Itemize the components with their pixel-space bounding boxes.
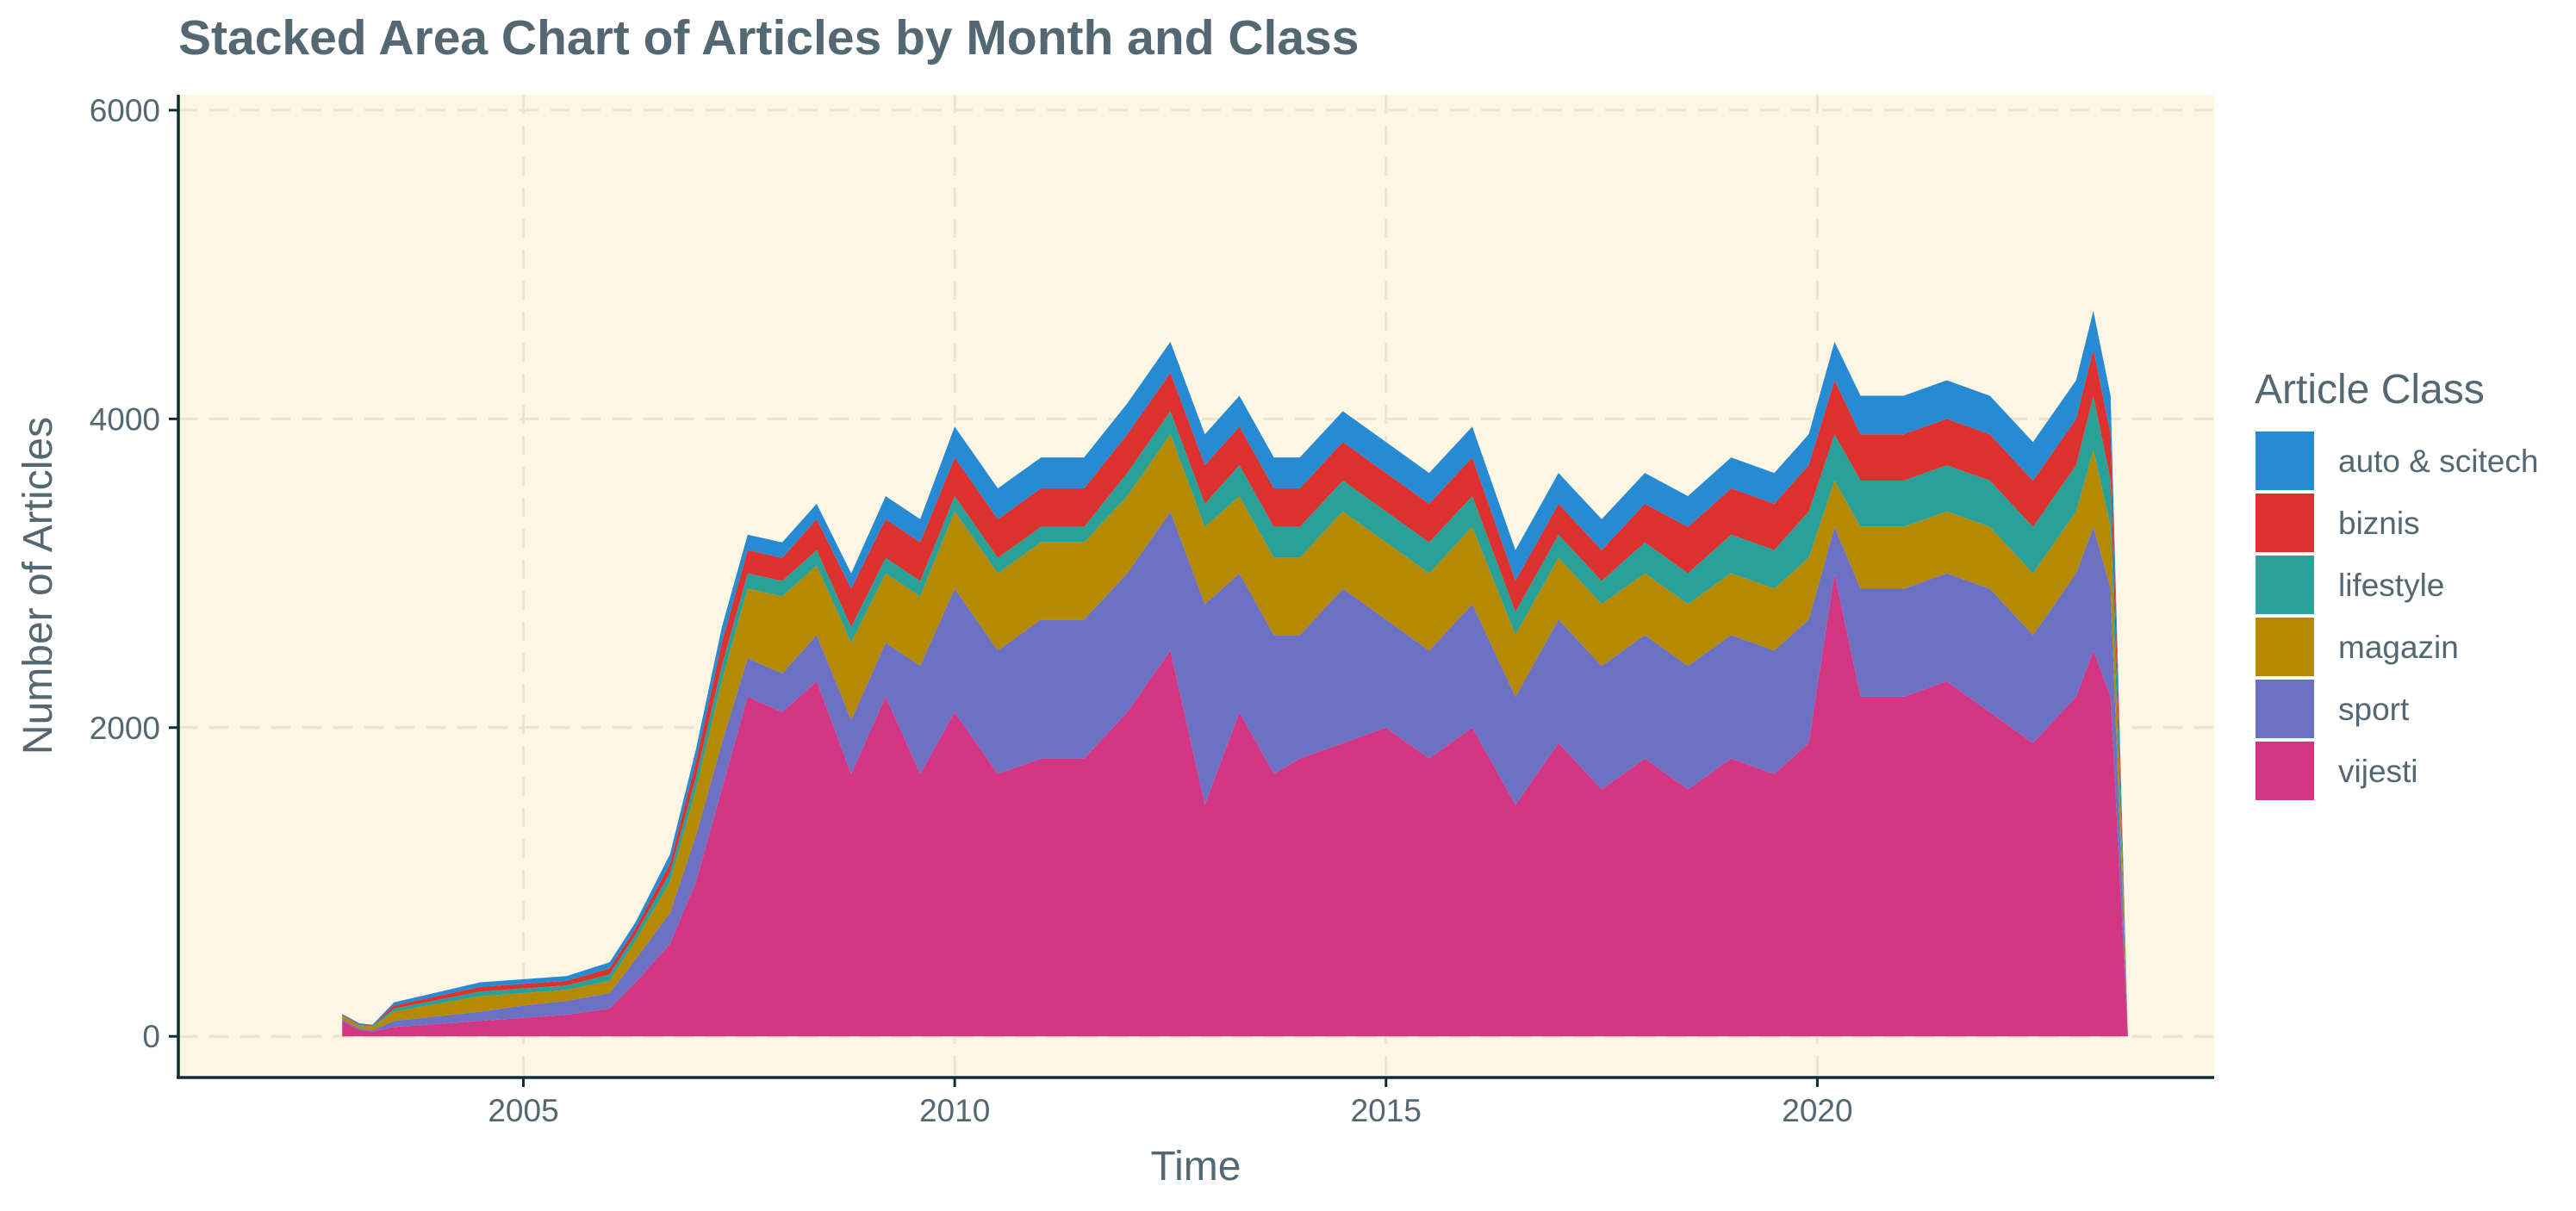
x-tick-label: 2010 xyxy=(919,1093,990,1128)
area-sport xyxy=(342,511,2128,1037)
chart-title: Stacked Area Chart of Articles by Month … xyxy=(178,10,1359,65)
legend-title: Article Class xyxy=(2255,367,2485,413)
legend-swatch xyxy=(2256,494,2314,552)
area-auto-scitech xyxy=(342,310,2128,1037)
x-axis-title: Time xyxy=(1151,1144,1241,1189)
legend-swatch xyxy=(2256,432,2314,490)
legend-label: biznis xyxy=(2338,506,2420,541)
legend: Article Class auto & scitech biznis lifest… xyxy=(2255,367,2538,800)
x-tick-label: 2005 xyxy=(488,1093,558,1128)
legend-label: sport xyxy=(2338,692,2410,727)
y-tick-label: 2000 xyxy=(90,711,160,746)
legend-label: auto & scitech xyxy=(2338,444,2538,479)
y-tick-label: 4000 xyxy=(90,401,160,437)
legend-swatch xyxy=(2256,680,2314,738)
y-axis-title: Number of Articles xyxy=(16,417,61,755)
y-tick-label: 0 xyxy=(142,1019,160,1054)
legend-swatch xyxy=(2256,556,2314,614)
area-vijesti xyxy=(342,573,2128,1037)
stacked-areas xyxy=(342,310,2128,1037)
area-magazin xyxy=(342,434,2128,1037)
legend-label: magazin xyxy=(2338,630,2459,665)
legend-swatch xyxy=(2256,618,2314,676)
legend-label: lifestyle xyxy=(2338,568,2444,603)
y-axis-ticks: 0 2000 4000 6000 xyxy=(90,93,178,1054)
x-tick-label: 2020 xyxy=(1782,1093,1852,1128)
legend-swatch xyxy=(2256,742,2314,800)
legend-label: vijesti xyxy=(2338,754,2418,789)
x-axis-ticks: 2005 2010 2015 2020 xyxy=(488,1077,1853,1128)
y-tick-label: 6000 xyxy=(90,93,160,128)
x-tick-label: 2015 xyxy=(1351,1093,1422,1128)
